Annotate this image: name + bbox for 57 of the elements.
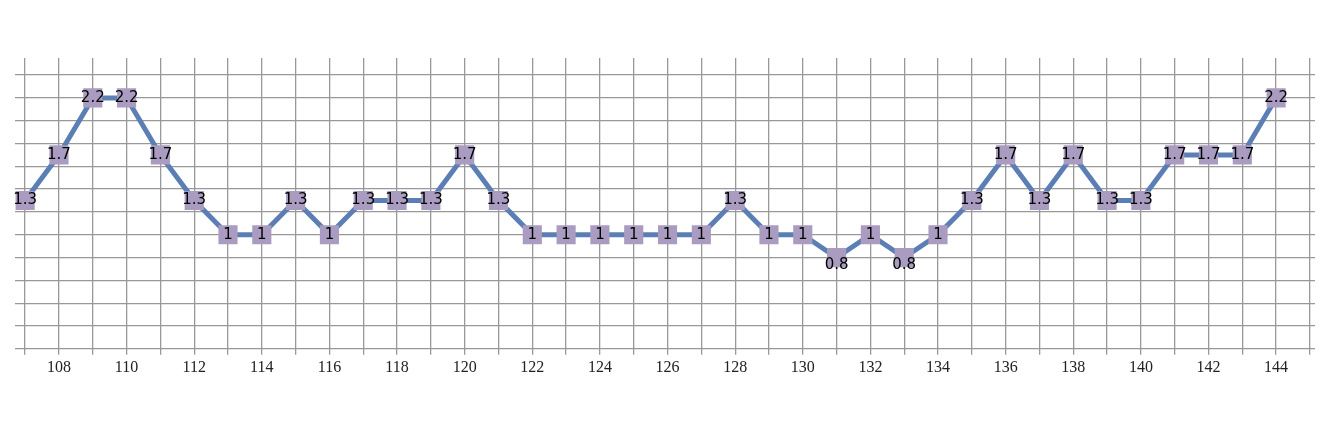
data-label: 1.3 xyxy=(385,190,409,209)
data-label: 1.3 xyxy=(1128,190,1153,209)
x-tick-label: 132 xyxy=(858,357,883,375)
data-label: 1.7 xyxy=(148,144,173,163)
data-label: 1 xyxy=(223,224,233,243)
x-tick-label: 112 xyxy=(182,357,206,375)
x-tick-label: 140 xyxy=(1128,357,1153,375)
data-label: 1.7 xyxy=(1162,144,1187,163)
x-tick-label: 124 xyxy=(587,357,612,375)
x-tick-label: 122 xyxy=(520,357,545,375)
data-label: 1 xyxy=(595,224,605,243)
data-label: 1 xyxy=(324,224,335,243)
x-tick-label: 116 xyxy=(317,357,342,375)
data-label: 1.7 xyxy=(1230,144,1255,163)
data-label: 0.8 xyxy=(824,255,849,274)
data-label: 1.7 xyxy=(993,144,1018,163)
x-tick-label: 126 xyxy=(655,357,680,375)
data-label: 1 xyxy=(662,224,673,243)
data-label: 1.7 xyxy=(1061,144,1086,163)
x-tick-label: 138 xyxy=(1061,357,1086,375)
data-label: 1.7 xyxy=(1196,144,1221,163)
x-tick-label: 136 xyxy=(993,357,1018,375)
data-label: 1 xyxy=(257,224,267,243)
x-tick-label: 118 xyxy=(385,357,409,375)
data-label: 2.2 xyxy=(1264,87,1289,106)
data-label: 2.2 xyxy=(80,87,105,106)
data-label: 1.3 xyxy=(723,190,748,209)
data-label: 1.3 xyxy=(486,190,511,209)
data-label: 1.3 xyxy=(1095,190,1119,209)
x-tick-label: 114 xyxy=(250,357,274,375)
data-label: 1.3 xyxy=(283,190,308,209)
data-label: 0.8 xyxy=(892,255,917,274)
data-label: 1 xyxy=(865,224,876,243)
data-label: 1 xyxy=(527,224,538,243)
data-label: 1 xyxy=(764,224,774,243)
x-tick-label: 128 xyxy=(723,357,748,375)
data-label: 1.7 xyxy=(47,144,71,163)
data-label: 1 xyxy=(628,224,639,243)
data-label: 1.3 xyxy=(959,190,984,209)
data-label: 1.3 xyxy=(418,190,443,209)
data-label: 2.2 xyxy=(114,87,139,106)
data-label: 1.7 xyxy=(452,144,477,163)
data-label: 1 xyxy=(561,224,571,243)
x-tick-label: 120 xyxy=(452,357,477,375)
data-label: 1.3 xyxy=(182,190,207,209)
x-tick-label: 142 xyxy=(1196,357,1221,375)
data-label: 1.3 xyxy=(351,190,376,209)
data-label: 1.3 xyxy=(13,190,38,209)
data-label: 1 xyxy=(933,224,943,243)
x-tick-label: 108 xyxy=(46,357,71,375)
x-tick-label: 130 xyxy=(790,357,815,375)
x-tick-label: 110 xyxy=(114,357,139,375)
x-tick-label: 144 xyxy=(1264,357,1289,375)
x-tick-label: 134 xyxy=(926,357,951,375)
data-label: 1.3 xyxy=(1027,190,1052,209)
data-label: 1 xyxy=(798,224,808,243)
data-label: 1 xyxy=(696,224,707,243)
